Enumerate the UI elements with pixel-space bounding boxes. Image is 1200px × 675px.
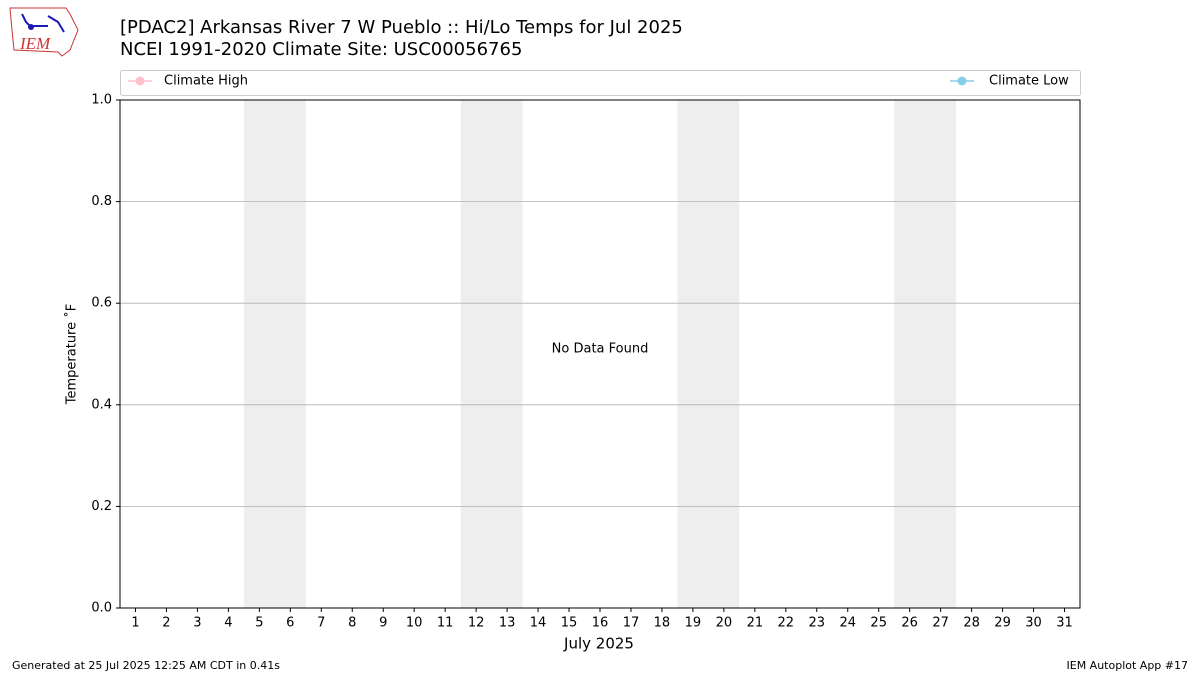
- logo-lines: [21, 13, 65, 33]
- x-tick-label: 28: [963, 616, 980, 631]
- x-tick-label: 4: [224, 616, 232, 631]
- legend-marker: [957, 76, 967, 86]
- logo-dot: [28, 24, 34, 30]
- y-tick-label: 1.0: [91, 93, 112, 108]
- x-tick-label: 1: [131, 616, 139, 631]
- x-tick-label: 30: [1025, 616, 1042, 631]
- weekend-band: [677, 100, 740, 608]
- legend-box: [120, 70, 1081, 96]
- logo: IEM: [9, 7, 79, 57]
- x-tick-label: 16: [592, 616, 609, 631]
- annotation: No Data Found: [552, 342, 649, 357]
- logo-text: IEM: [19, 34, 51, 53]
- chart-subtitle: NCEI 1991-2020 Climate Site: USC00056765: [120, 39, 522, 60]
- x-tick-label: 29: [994, 616, 1011, 631]
- y-tick-label: 0.4: [91, 397, 112, 412]
- x-tick-label: 23: [809, 616, 826, 631]
- weekend-band: [243, 100, 306, 608]
- x-tick-label: 8: [348, 616, 356, 631]
- x-tick-label: 27: [932, 616, 949, 631]
- x-tick-label: 7: [317, 616, 325, 631]
- x-axis-label: July 2025: [563, 635, 634, 653]
- legend-label: Climate High: [164, 74, 248, 89]
- x-tick-label: 6: [286, 616, 294, 631]
- x-tick-label: 19: [685, 616, 702, 631]
- x-tick-label: 17: [623, 616, 640, 631]
- x-tick-label: 5: [255, 616, 263, 631]
- x-tick-label: 9: [379, 616, 387, 631]
- logo-outline: [9, 7, 79, 57]
- x-tick-label: 12: [468, 616, 485, 631]
- legend-label: Climate Low: [989, 74, 1069, 89]
- x-tick-label: 24: [839, 616, 856, 631]
- x-tick-label: 20: [716, 616, 733, 631]
- plot-frame: [119, 99, 1081, 609]
- x-tick-label: 25: [870, 616, 887, 631]
- y-tick-label: 0.8: [91, 194, 112, 209]
- x-tick-label: 14: [530, 616, 547, 631]
- x-tick-label: 22: [778, 616, 795, 631]
- x-tick-label: 31: [1056, 616, 1073, 631]
- footer-right: IEM Autoplot App #17: [1067, 659, 1189, 672]
- x-tick-label: 11: [437, 616, 454, 631]
- x-tick-label: 21: [747, 616, 764, 631]
- x-tick-label: 13: [499, 616, 516, 631]
- weekend-band: [460, 100, 523, 608]
- chart-title: [PDAC2] Arkansas River 7 W Pueblo :: Hi/…: [120, 17, 683, 38]
- y-axis-label: Temperature ˚F: [64, 304, 80, 405]
- x-tick-label: 15: [561, 616, 578, 631]
- x-tick-label: 26: [901, 616, 918, 631]
- footer-left: Generated at 25 Jul 2025 12:25 AM CDT in…: [12, 659, 280, 672]
- y-tick-label: 0.0: [91, 601, 112, 616]
- x-tick-label: 2: [162, 616, 170, 631]
- x-tick-label: 10: [406, 616, 423, 631]
- y-tick-label: 0.6: [91, 296, 112, 311]
- x-tick-label: 18: [654, 616, 671, 631]
- weekend-band: [894, 100, 957, 608]
- x-tick-label: 3: [193, 616, 201, 631]
- y-tick-label: 0.2: [91, 499, 112, 514]
- legend-marker: [135, 76, 145, 86]
